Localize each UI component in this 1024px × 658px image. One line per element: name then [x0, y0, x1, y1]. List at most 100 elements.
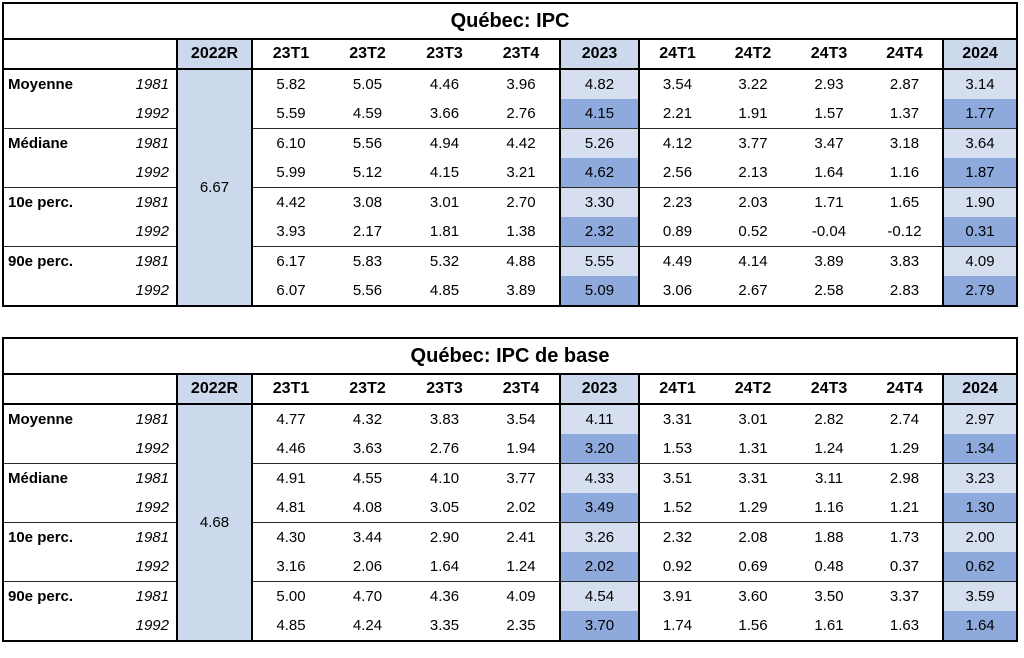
value-cell: 2.32	[639, 522, 715, 552]
row-group-label	[3, 552, 103, 582]
row-group-label	[3, 276, 103, 306]
row-group-label: Moyenne	[8, 76, 74, 93]
value-cell: 1.24	[814, 440, 844, 457]
value-cell: 3.83	[867, 246, 943, 276]
value-cell: 1.64	[941, 611, 1019, 641]
row-group-label	[3, 158, 103, 188]
value-cell: 0.31	[941, 217, 1019, 247]
value-cell: 3.31	[715, 463, 791, 493]
col-header-24t2: 24T2	[715, 374, 791, 405]
value-cell: 2.76	[506, 105, 536, 122]
year-label: 1981	[103, 463, 177, 493]
value-cell: 2.06	[352, 558, 383, 575]
tables-container: Québec: IPC 2022R 23T1 23T2 23T3 23T4 20…	[2, 2, 1019, 642]
table-body: Moyenne 1981 6.67 5.82 5.05 4.46 3.96 4.82 3.54 3…	[3, 69, 1019, 306]
table-row: Moyenne 1981 6.67 5.82 5.05 4.46 3.96 4.82 3.54 3…	[3, 69, 1019, 306]
value-cell: 1.34	[941, 434, 1019, 464]
value-cell: 0.52	[738, 223, 768, 240]
row-group-label: 10e perc.	[3, 187, 103, 217]
value-cell: 1.65	[867, 187, 943, 217]
value-cell: 2.08	[715, 522, 791, 552]
col-header-2023: 2023	[559, 39, 640, 70]
value-cell: 3.91	[639, 581, 715, 611]
table-title-row: Québec: IPC de base	[3, 338, 1018, 375]
value-cell: 1.63	[889, 617, 920, 634]
value-cell: 1.64	[814, 164, 844, 181]
value-cell: 1.87	[941, 158, 1019, 188]
value-cell: 1.29	[889, 440, 920, 457]
value-cell: 3.89	[791, 246, 867, 276]
ref-2022r-value-cell: 4.68	[176, 404, 253, 641]
value-cell: 2.90	[406, 522, 483, 552]
value-cell: 4.33	[559, 463, 640, 493]
value-cell: 4.12	[639, 128, 715, 158]
value-cell: 5.99	[276, 164, 306, 181]
row-group-label: Moyenne	[8, 411, 74, 428]
value-cell: 1.94	[506, 440, 536, 457]
ref-2022r-value-cell: 6.67	[176, 69, 253, 306]
value-cell: 1.38	[506, 223, 536, 240]
col-header-2022r: 2022R	[176, 374, 253, 405]
col-header-24t2: 24T2	[715, 39, 791, 70]
value-cell: 1.30	[941, 493, 1019, 523]
value-cell: -0.04	[811, 223, 847, 240]
table-row: 1992 5.59 4.59 3.66 2.76 4.15 2.21 1.91 1.57 1.37…	[3, 99, 1019, 129]
value-cell: 2.70	[483, 187, 560, 217]
value-cell: 1.90	[941, 187, 1019, 217]
year-label: 1992	[135, 105, 169, 122]
col-header-2022r: 2022R	[176, 39, 253, 70]
column-header-row: 2022R 23T1 23T2 23T3 23T4 2023 24T1 24T2…	[3, 39, 1019, 70]
col-header-24t3: 24T3	[791, 39, 867, 70]
year-label: 1981	[103, 187, 177, 217]
value-cell: 1.53	[662, 440, 693, 457]
row-group-label: 90e perc.	[3, 581, 103, 611]
value-cell: 2.03	[715, 187, 791, 217]
value-cell: 0.37	[889, 558, 920, 575]
value-cell: 2.17	[352, 223, 383, 240]
year-label: 1992	[135, 617, 169, 634]
value-cell: 3.05	[429, 499, 460, 516]
value-cell: 3.70	[559, 611, 640, 641]
value-cell: 4.49	[639, 246, 715, 276]
table-row: 10e perc. 1981 4.42 3.08 3.01 2.70 3.30 2.23 2.0…	[3, 187, 1019, 217]
year-label: 1992	[135, 499, 169, 516]
value-cell: 4.08	[352, 499, 383, 516]
value-cell: 5.12	[352, 164, 383, 181]
year-label: 1992	[135, 558, 169, 575]
value-cell: 2.93	[814, 76, 844, 93]
value-cell: 1.71	[791, 187, 867, 217]
value-cell: 1.29	[738, 499, 768, 516]
col-header-24t4: 24T4	[867, 374, 943, 405]
value-cell: 4.46	[429, 76, 460, 93]
value-cell: 1.52	[662, 499, 693, 516]
value-cell: 3.54	[662, 76, 693, 93]
ipc-table: Québec: IPC 2022R 23T1 23T2 23T3 23T4 20…	[2, 2, 1019, 307]
value-cell: 2.13	[738, 164, 768, 181]
value-cell: 4.24	[352, 617, 383, 634]
row-group-label: 10e perc.	[3, 522, 103, 552]
value-cell: 4.14	[715, 246, 791, 276]
value-cell: 3.23	[941, 463, 1019, 493]
value-cell: 4.54	[559, 581, 640, 611]
value-cell: 5.00	[252, 581, 329, 611]
value-cell: 5.56	[329, 128, 406, 158]
table-row: 1992 4.85 4.24 3.35 2.35 3.70 1.74 1.56 1.61 1.63…	[3, 611, 1019, 641]
table-row: Moyenne 1981 4.68 4.77 4.32 3.83 3.54 4.11 3.31 3…	[3, 404, 1019, 641]
value-cell: 3.37	[867, 581, 943, 611]
year-label: 1992	[135, 223, 169, 240]
value-cell: 5.56	[352, 282, 383, 299]
value-cell: 3.93	[276, 223, 306, 240]
value-cell: -0.12	[887, 223, 922, 240]
value-cell: 3.89	[506, 282, 536, 299]
value-cell: 2.00	[941, 522, 1019, 552]
col-header-23t2: 23T2	[329, 39, 406, 70]
col-header-23t1: 23T1	[252, 39, 329, 70]
table-row: 10e perc. 1981 4.30 3.44 2.90 2.41 3.26 2.32 2.0…	[3, 522, 1019, 552]
table-title-row: Québec: IPC	[3, 3, 1018, 40]
value-cell: 6.07	[276, 282, 306, 299]
value-cell: 3.35	[429, 617, 460, 634]
header-corner-cell	[3, 39, 177, 70]
value-cell: 2.23	[639, 187, 715, 217]
value-cell: 2.76	[429, 440, 460, 457]
